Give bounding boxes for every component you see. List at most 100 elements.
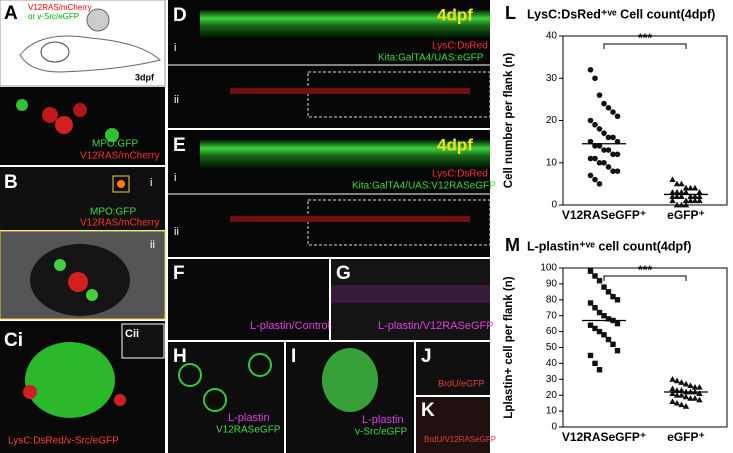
point <box>596 328 603 335</box>
point <box>587 155 594 162</box>
point <box>669 390 676 397</box>
needle-drop <box>86 8 110 32</box>
cell <box>42 107 58 123</box>
plot-frame <box>562 35 728 206</box>
x-tick-label: V12RASeGFP⁺ <box>562 208 646 222</box>
label: ii <box>174 94 179 106</box>
point <box>669 176 676 183</box>
point <box>669 189 676 195</box>
schematic <box>0 0 166 87</box>
chart: M L-plastin⁺ᵛᵉ cell count(4dpf) Lplastin+ … <box>503 235 728 444</box>
cell <box>16 99 28 111</box>
y-tick-label: 30 <box>546 73 558 84</box>
point <box>596 309 603 316</box>
point <box>687 395 694 401</box>
point <box>682 393 690 400</box>
cell <box>248 353 272 377</box>
micrograph <box>0 167 165 230</box>
label: L-plastin/Control <box>250 320 330 332</box>
point <box>696 193 703 199</box>
point <box>596 159 603 166</box>
y-tick-label: 40 <box>546 31 558 42</box>
label: i <box>174 42 176 54</box>
point <box>596 92 603 98</box>
point <box>610 293 616 300</box>
point <box>673 193 681 199</box>
point <box>601 100 607 107</box>
fish <box>230 216 470 222</box>
point <box>669 398 676 404</box>
point <box>614 297 621 303</box>
significance-bracket <box>603 43 687 49</box>
annotation: *** <box>638 31 652 45</box>
point <box>592 75 598 82</box>
y-tick-label: 40 <box>546 358 558 369</box>
point <box>614 320 621 327</box>
micrograph <box>0 87 165 165</box>
y-tick-label: 10 <box>546 157 558 168</box>
panel-label: Ci <box>4 330 23 351</box>
point <box>605 289 612 295</box>
point <box>669 376 676 382</box>
cell <box>322 348 378 412</box>
y-tick-label: 10 <box>546 406 558 417</box>
point <box>673 399 681 406</box>
label: 4dpf <box>437 135 473 154</box>
point <box>682 189 690 195</box>
point <box>669 193 676 199</box>
fish <box>230 88 470 94</box>
y-tick-label: 100 <box>540 263 557 274</box>
panel-label: G <box>336 263 351 284</box>
y-tick-label: 80 <box>546 294 558 305</box>
label: V12RAS/mCherry <box>80 151 159 162</box>
x-tick-label: eGFP⁺ <box>667 208 705 222</box>
cell <box>178 363 202 387</box>
point <box>673 377 681 384</box>
label: 3dpf <box>135 72 155 82</box>
panel-label: H <box>173 346 187 367</box>
y-axis-label: Lplastin+ cell per flank (n) <box>503 276 515 418</box>
point <box>610 151 616 158</box>
point <box>669 385 676 392</box>
point <box>682 201 690 208</box>
label: BrdU/V12RASeGFP <box>424 435 496 444</box>
label: L-plastin <box>362 414 404 426</box>
plot-frame <box>562 267 728 428</box>
point <box>596 367 603 373</box>
point <box>687 193 694 199</box>
label: L-plastin <box>228 412 270 424</box>
point <box>601 332 607 338</box>
label: Cii <box>125 328 139 340</box>
point <box>605 134 612 141</box>
point <box>678 379 685 385</box>
point <box>673 189 681 195</box>
point <box>696 189 703 195</box>
point <box>678 193 685 199</box>
label: ii <box>150 239 155 251</box>
point <box>601 147 607 153</box>
point <box>592 143 598 149</box>
chart-title: LysC:DsRed⁺ᵛᵉ Cell count(4dpf) <box>527 7 715 21</box>
point <box>596 143 603 149</box>
point <box>592 325 598 332</box>
point <box>696 383 703 390</box>
point <box>691 193 699 199</box>
point <box>614 151 621 158</box>
y-axis-label: Cell number per flank (n) <box>503 53 515 189</box>
point <box>587 322 594 328</box>
panel-a: A V12RAS/mCherry or v-Src/eGFP 3dpf MPO:… <box>0 0 166 165</box>
micrograph <box>416 342 490 395</box>
cell <box>117 180 125 188</box>
point <box>587 268 594 274</box>
cell <box>105 128 119 142</box>
label: v-Src/eGFP <box>355 427 408 438</box>
point <box>587 67 594 73</box>
panel-b: B i MPO:GFP V12RAS/mCherry ii <box>0 167 166 320</box>
y-tick-label: 90 <box>546 279 558 290</box>
panel-h-k: H L-plastin V12RASeGFP I L-plastin v-Src… <box>168 342 496 453</box>
y-tick-label: 0 <box>551 200 557 211</box>
y-tick-label: 70 <box>546 310 558 321</box>
point <box>682 184 690 191</box>
point <box>682 403 690 409</box>
y-tick-label: 20 <box>546 115 558 126</box>
